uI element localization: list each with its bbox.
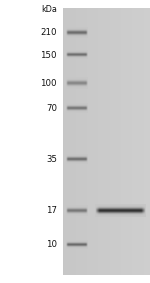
Text: 17: 17 xyxy=(46,206,57,215)
Text: kDa: kDa xyxy=(41,5,57,14)
Text: 210: 210 xyxy=(40,28,57,37)
Text: 150: 150 xyxy=(40,51,57,60)
Text: 70: 70 xyxy=(46,104,57,113)
Text: 10: 10 xyxy=(46,240,57,249)
Text: 100: 100 xyxy=(40,79,57,88)
Text: 35: 35 xyxy=(46,155,57,164)
